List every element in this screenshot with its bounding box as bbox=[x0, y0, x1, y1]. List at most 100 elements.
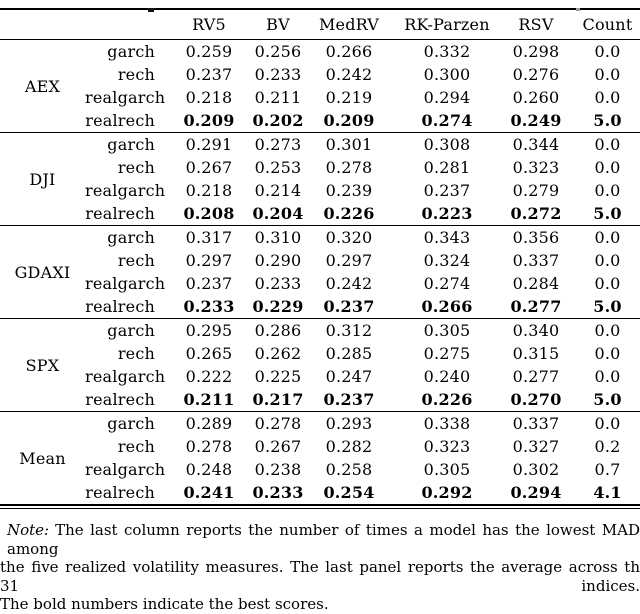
value-cell: 0.233 bbox=[254, 274, 302, 293]
header-rv5: RV5 bbox=[175, 8, 243, 40]
value-cell: 0.266 bbox=[421, 297, 473, 316]
value-cell: 0.323 bbox=[423, 437, 471, 456]
value-cell: 0.310 bbox=[243, 225, 313, 249]
value-cell: 0.2 bbox=[594, 437, 621, 456]
value-cell: 0.273 bbox=[243, 132, 313, 156]
value-cell: 0.238 bbox=[254, 460, 302, 479]
value-cell: 0.267 bbox=[254, 437, 302, 456]
value-cell: 0.274 bbox=[423, 274, 471, 293]
value-cell: 0.0 bbox=[594, 158, 621, 177]
model-label: garch bbox=[85, 411, 175, 435]
value-cell: 0.211 bbox=[183, 390, 235, 409]
value-cell: 0.295 bbox=[175, 318, 243, 342]
note-line-1: Note: The last column reports the number … bbox=[0, 521, 640, 558]
model-label: realrech bbox=[85, 297, 155, 316]
value-cell: 0.202 bbox=[252, 111, 304, 130]
table-row: realrech 0.209 0.202 0.209 0.274 0.249 5.0 bbox=[0, 109, 640, 133]
value-cell: 0.278 bbox=[185, 437, 233, 456]
panel-aex: AEX garch 0.259 0.256 0.266 0.332 0.298 0.0 rech… bbox=[0, 39, 640, 133]
value-cell: 0.218 bbox=[185, 88, 233, 107]
value-cell: 0.214 bbox=[254, 181, 302, 200]
value-cell: 0.226 bbox=[323, 204, 375, 223]
value-cell: 0.286 bbox=[243, 318, 313, 342]
value-cell: 0.277 bbox=[512, 367, 560, 386]
value-cell: 0.305 bbox=[385, 318, 509, 342]
value-cell: 0.209 bbox=[323, 111, 375, 130]
value-cell: 0.226 bbox=[421, 390, 473, 409]
value-cell: 0.233 bbox=[254, 65, 302, 84]
index-label: AEX bbox=[0, 39, 85, 133]
value-cell: 0.320 bbox=[313, 225, 385, 249]
value-cell: 0.7 bbox=[594, 460, 621, 479]
value-cell: 0.282 bbox=[325, 437, 373, 456]
model-label: garch bbox=[85, 318, 175, 342]
value-cell: 0.338 bbox=[385, 411, 509, 435]
value-cell: 0.284 bbox=[512, 274, 560, 293]
value-cell: 0.0 bbox=[563, 225, 640, 249]
value-cell: 0.297 bbox=[185, 251, 233, 270]
value-cell: 0.324 bbox=[423, 251, 471, 270]
value-cell: 0.267 bbox=[185, 158, 233, 177]
model-label: rech bbox=[117, 437, 155, 456]
value-cell: 5.0 bbox=[593, 204, 622, 223]
value-cell: 0.343 bbox=[385, 225, 509, 249]
value-cell: 0.0 bbox=[594, 181, 621, 200]
value-cell: 0.222 bbox=[185, 367, 233, 386]
note-line-2: the five realized volatility measures. T… bbox=[0, 558, 640, 595]
value-cell: 0.356 bbox=[509, 225, 563, 249]
value-cell: 0.256 bbox=[243, 39, 313, 63]
value-cell: 0.233 bbox=[252, 483, 304, 502]
value-cell: 0.237 bbox=[185, 65, 233, 84]
table-row: realrech 0.241 0.233 0.254 0.292 0.294 4.1 bbox=[0, 481, 640, 504]
value-cell: 5.0 bbox=[593, 111, 622, 130]
value-cell: 0.237 bbox=[423, 181, 471, 200]
cropped-caption-fragment bbox=[148, 8, 154, 12]
panel-gdaxi: GDAXI garch 0.317 0.310 0.320 0.343 0.356 0.0 re… bbox=[0, 225, 640, 319]
value-cell: 5.0 bbox=[593, 297, 622, 316]
table-bottom-double-rule bbox=[0, 504, 640, 510]
value-cell: 0.0 bbox=[594, 65, 621, 84]
value-cell: 0.237 bbox=[185, 274, 233, 293]
value-cell: 0.279 bbox=[512, 181, 560, 200]
value-cell: 0.218 bbox=[185, 181, 233, 200]
table-row: DJI garch 0.291 0.273 0.301 0.308 0.344 0.0 bbox=[0, 132, 640, 226]
value-cell: 0.266 bbox=[313, 39, 385, 63]
table-row: GDAXI garch 0.317 0.310 0.320 0.343 0.356 0.0 bbox=[0, 225, 640, 319]
value-cell: 0.337 bbox=[509, 411, 563, 435]
value-cell: 0.290 bbox=[254, 251, 302, 270]
value-cell: 0.292 bbox=[421, 483, 473, 502]
value-cell: 0.259 bbox=[175, 39, 243, 63]
value-cell: 0.225 bbox=[254, 367, 302, 386]
value-cell: 0.211 bbox=[254, 88, 302, 107]
value-cell: 0.298 bbox=[509, 39, 563, 63]
value-cell: 0.344 bbox=[509, 132, 563, 156]
panel-mean: Mean garch 0.289 0.278 0.293 0.338 0.337 0.0 rec… bbox=[0, 411, 640, 504]
value-cell: 0.302 bbox=[512, 460, 560, 479]
value-cell: 0.254 bbox=[323, 483, 375, 502]
value-cell: 0.340 bbox=[509, 318, 563, 342]
value-cell: 0.0 bbox=[594, 251, 621, 270]
value-cell: 0.265 bbox=[185, 344, 233, 363]
model-label: rech bbox=[117, 251, 155, 270]
table-header: RV5 BV MedRV RK-Parzen RSV Count bbox=[0, 8, 640, 40]
header-bv: BV bbox=[243, 8, 313, 40]
value-cell: 0.240 bbox=[423, 367, 471, 386]
value-cell: 0.249 bbox=[510, 111, 562, 130]
value-cell: 0.260 bbox=[512, 88, 560, 107]
value-cell: 0.217 bbox=[252, 390, 304, 409]
table-row: realgarch 0.218 0.211 0.219 0.294 0.260 0.0 bbox=[0, 86, 640, 109]
model-label: realrech bbox=[85, 111, 155, 130]
value-cell: 0.294 bbox=[423, 88, 471, 107]
value-cell: 0.0 bbox=[594, 88, 621, 107]
table-row: realgarch 0.218 0.214 0.239 0.237 0.279 0.0 bbox=[0, 179, 640, 202]
value-cell: 0.270 bbox=[510, 390, 562, 409]
model-label: realgarch bbox=[85, 274, 166, 293]
model-label: realgarch bbox=[85, 181, 166, 200]
value-cell: 0.0 bbox=[563, 411, 640, 435]
value-cell: 0.281 bbox=[423, 158, 471, 177]
value-cell: 0.278 bbox=[243, 411, 313, 435]
value-cell: 0.241 bbox=[183, 483, 235, 502]
value-cell: 0.237 bbox=[323, 390, 375, 409]
value-cell: 0.247 bbox=[325, 367, 373, 386]
model-label: garch bbox=[85, 132, 175, 156]
